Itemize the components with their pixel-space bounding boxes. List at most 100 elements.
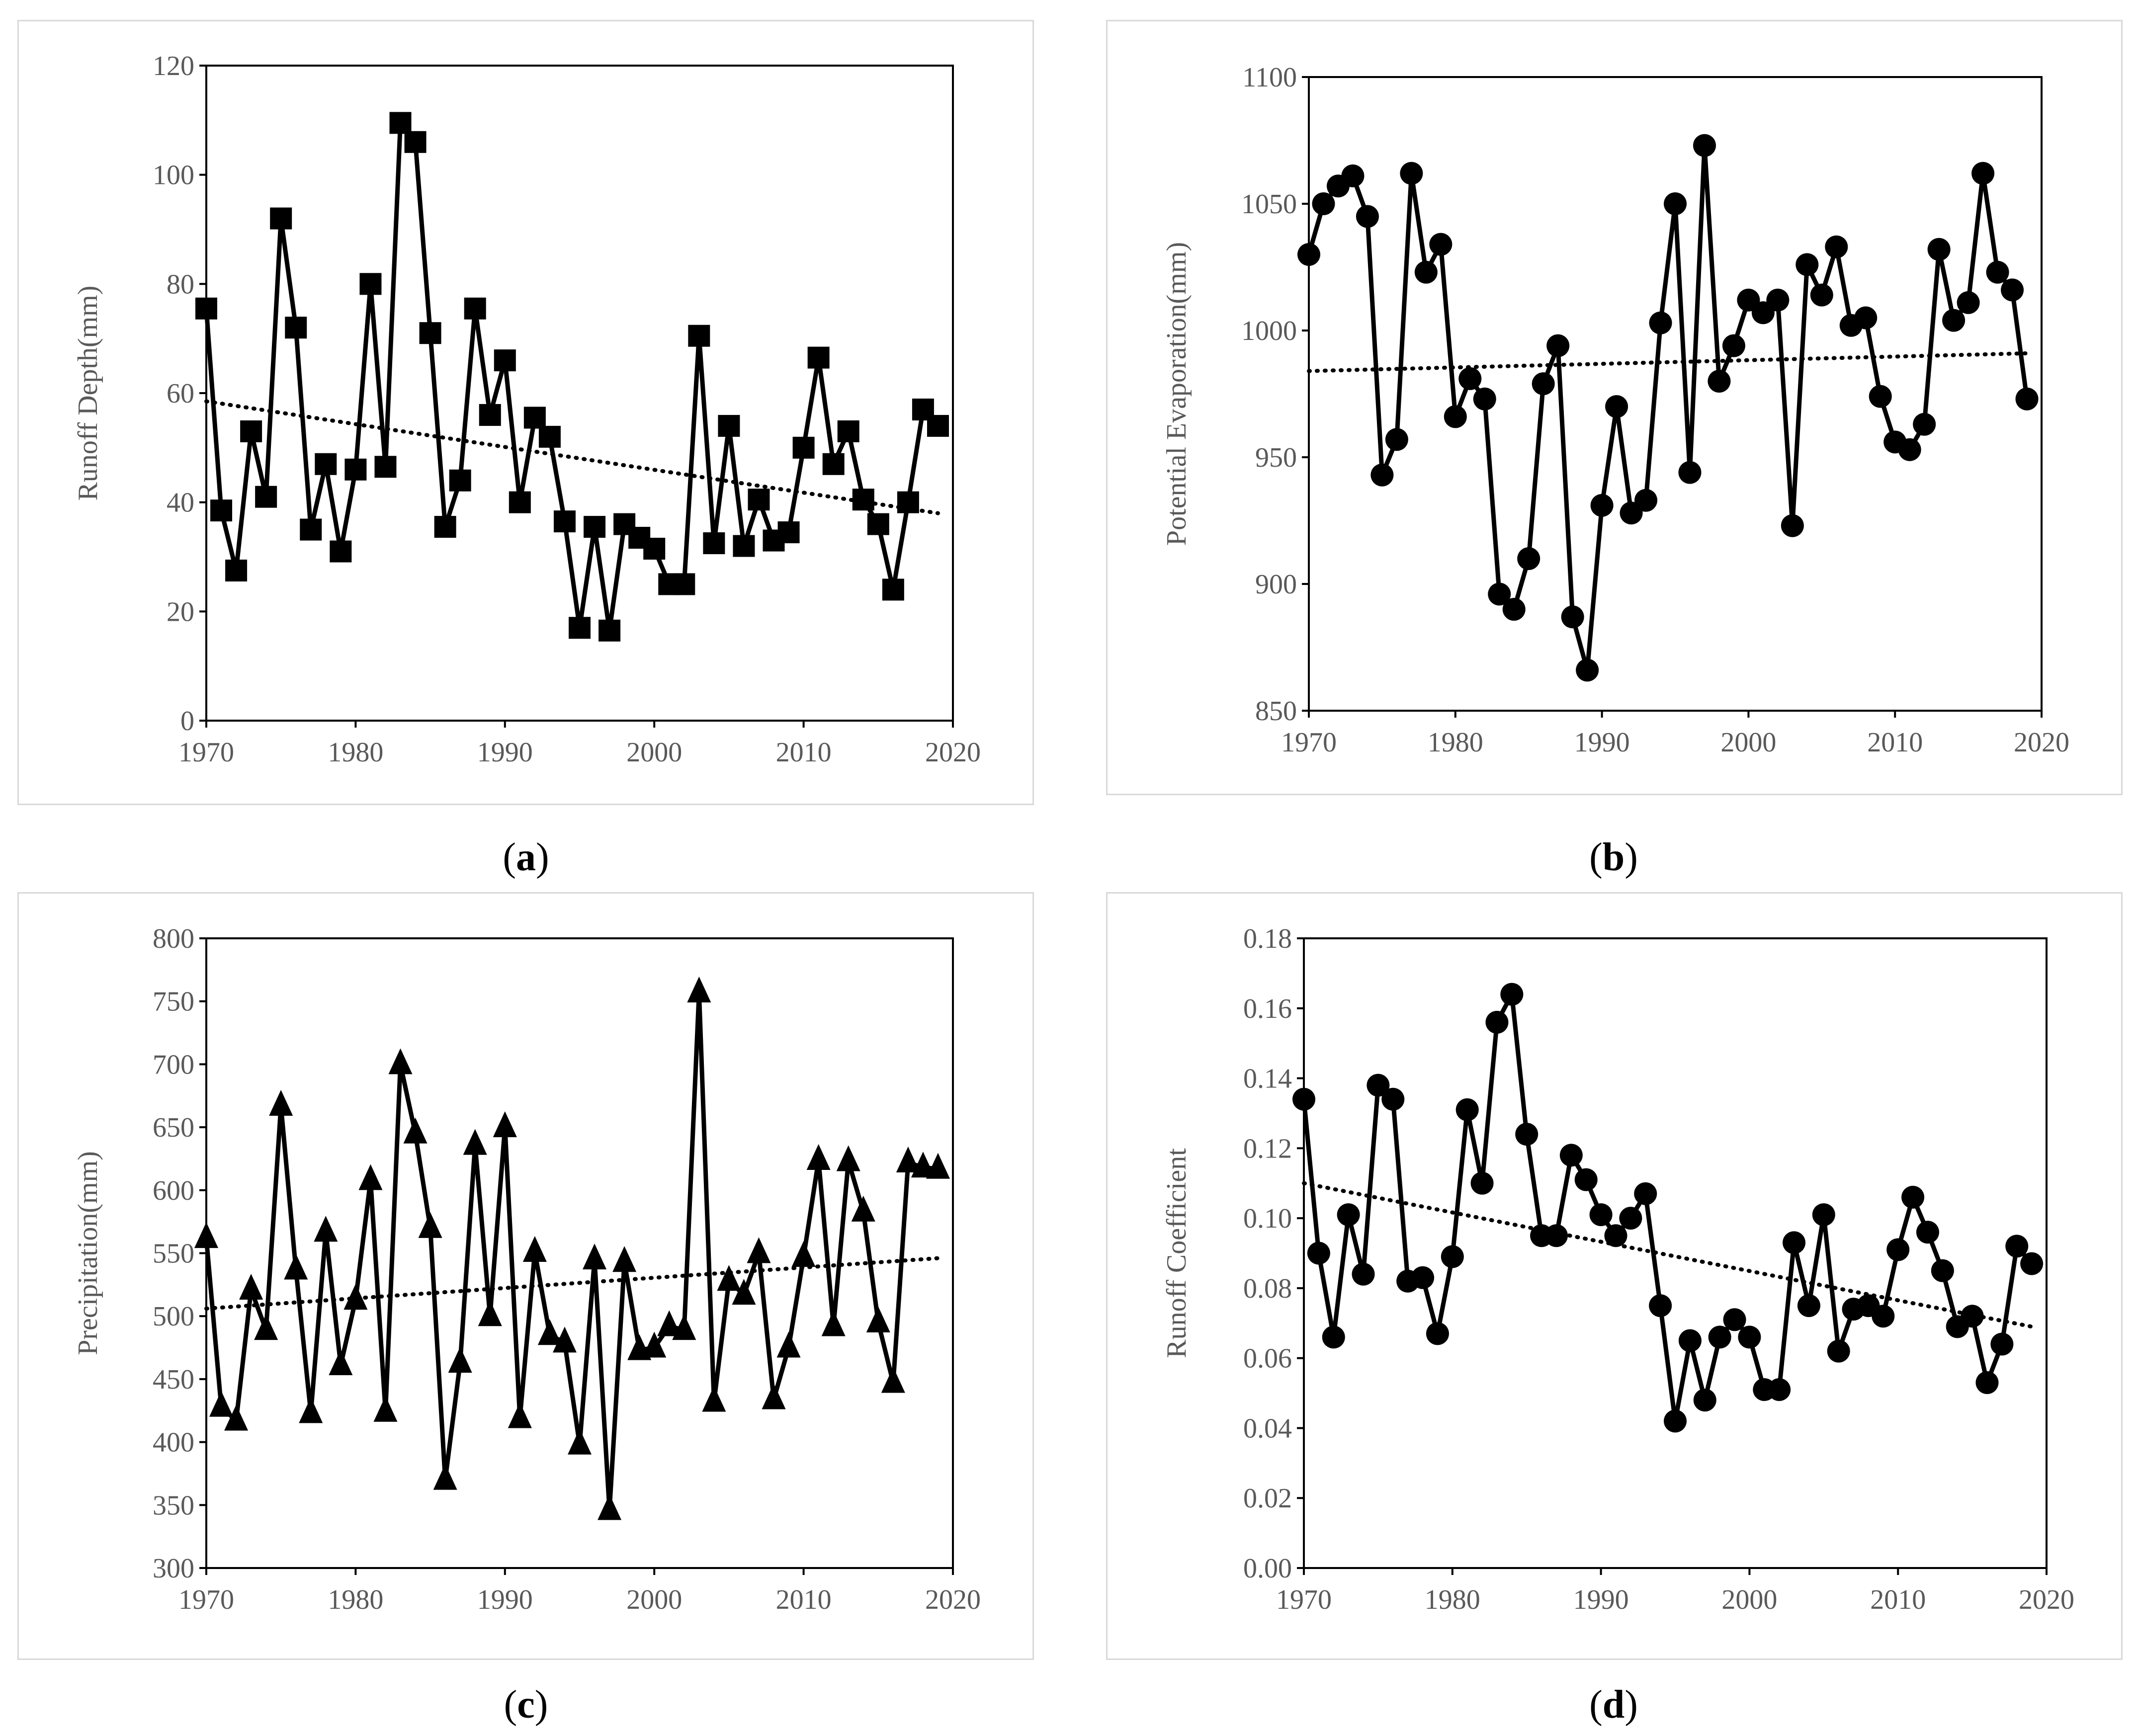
x-tick-label: 1980 — [1425, 1584, 1480, 1615]
data-point — [851, 1195, 875, 1222]
data-point — [1986, 260, 2009, 284]
y-tick-label: 80 — [167, 269, 194, 300]
data-point — [1796, 253, 1819, 276]
data-point — [733, 535, 755, 557]
series-line-b — [1306, 143, 2029, 672]
data-point — [269, 1090, 293, 1116]
data-point — [1961, 1305, 1984, 1328]
data-point — [687, 976, 711, 1002]
x-tick-label: 2020 — [925, 1584, 981, 1615]
data-point — [1367, 1074, 1390, 1097]
data-point — [209, 1391, 234, 1417]
y-tick-label: 0.00 — [1243, 1553, 1292, 1584]
data-point — [508, 1402, 532, 1428]
data-point — [717, 1265, 741, 1291]
data-point — [1455, 1098, 1479, 1121]
y-tick-label: 40 — [167, 488, 194, 518]
data-point — [673, 573, 695, 595]
data-point — [1574, 1168, 1598, 1191]
data-point — [642, 1331, 667, 1358]
data-point — [1722, 334, 1745, 357]
data-point — [1470, 1171, 1494, 1195]
data-point — [1544, 1224, 1568, 1247]
y-tick-label: 800 — [153, 923, 194, 954]
data-point — [1708, 1325, 1731, 1349]
data-point — [867, 513, 889, 535]
data-point — [718, 414, 740, 437]
data-point — [702, 1386, 726, 1412]
data-point — [1649, 311, 1672, 334]
data-point — [195, 297, 217, 320]
data-point — [1532, 372, 1555, 396]
y-tick-label: 0.12 — [1243, 1133, 1292, 1164]
y-tick-label: 900 — [1255, 569, 1297, 600]
plot-area-b — [1308, 76, 2043, 712]
data-point — [1341, 164, 1365, 187]
x-tick-label: 1980 — [328, 737, 383, 768]
data-point — [2001, 278, 2024, 302]
data-point — [1381, 1087, 1405, 1111]
data-point — [284, 1253, 308, 1280]
data-point — [1942, 309, 1966, 332]
data-point — [583, 1243, 607, 1270]
data-point — [478, 1300, 502, 1326]
y-tick-label: 60 — [167, 378, 194, 409]
plot-area-d — [1303, 937, 2048, 1569]
data-point — [1783, 1231, 1806, 1254]
data-point — [1312, 192, 1335, 215]
data-point — [1414, 260, 1438, 284]
data-point — [1693, 1389, 1716, 1412]
y-tick-label: 950 — [1255, 442, 1297, 473]
data-point — [344, 458, 367, 481]
y-axis-label: Precipitation(mm) — [73, 1151, 103, 1355]
y-axis-label: Runoff Coefficient — [1161, 1148, 1192, 1358]
y-tick-label: 0.06 — [1243, 1343, 1292, 1374]
data-point — [373, 1396, 398, 1422]
series-line-c — [204, 990, 939, 1512]
data-point — [1827, 1339, 1850, 1363]
data-point — [1916, 1221, 1939, 1244]
data-point — [434, 516, 456, 538]
data-point — [240, 420, 262, 442]
data-point — [224, 1405, 249, 1431]
data-point — [1901, 1185, 1925, 1209]
data-point — [1898, 438, 1921, 461]
y-tick-label: 0.18 — [1243, 923, 1292, 954]
data-point — [1678, 1329, 1702, 1352]
data-point — [896, 1147, 920, 1173]
data-point — [538, 425, 561, 448]
data-point — [1307, 1241, 1330, 1265]
y-tick-label: 700 — [153, 1049, 194, 1080]
data-point — [688, 325, 710, 347]
data-point — [911, 1152, 935, 1178]
x-tick-label: 2010 — [776, 737, 832, 768]
data-point — [358, 1164, 383, 1190]
data-point — [762, 1383, 786, 1409]
chart-b: 850 900 950 1000 1050 1100 1970 1980 1990 2000 201… — [1161, 62, 2069, 758]
data-point — [643, 538, 666, 560]
data-point — [1927, 238, 1951, 261]
y-tick-label: 1000 — [1241, 316, 1297, 346]
data-point — [866, 1306, 890, 1332]
data-point — [1400, 162, 1423, 185]
x-tick-label: 1990 — [477, 1584, 533, 1615]
data-point — [703, 532, 725, 555]
data-point — [1872, 1305, 1895, 1328]
data-point — [419, 322, 441, 344]
data-point — [1812, 1203, 1835, 1227]
data-point — [464, 297, 486, 320]
data-point — [1429, 233, 1453, 256]
data-point — [882, 579, 904, 601]
data-point — [1913, 413, 1936, 436]
data-point — [569, 617, 591, 639]
data-point — [388, 1048, 413, 1075]
data-point — [822, 453, 845, 475]
data-point — [2015, 387, 2039, 411]
data-point — [1515, 1123, 1539, 1146]
data-point — [404, 131, 427, 153]
data-point — [836, 1145, 860, 1171]
data-point — [776, 1331, 801, 1358]
data-point — [314, 1216, 338, 1242]
data-point — [568, 1428, 592, 1455]
data-point — [522, 1236, 547, 1262]
